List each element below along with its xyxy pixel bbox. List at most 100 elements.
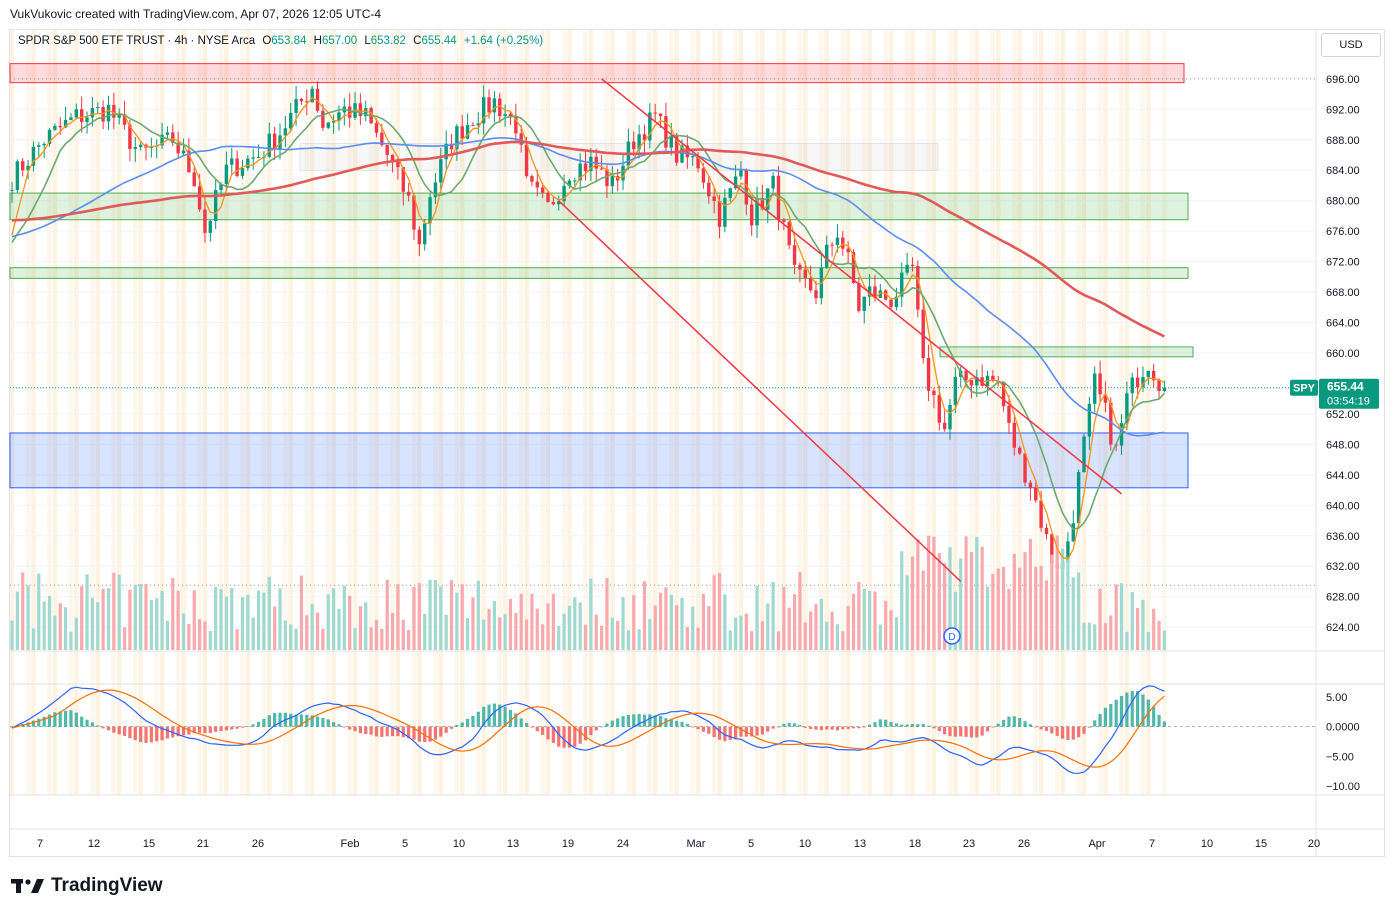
candle-body <box>969 380 974 386</box>
macd-histogram-bar <box>717 726 722 740</box>
volume-bar <box>294 628 298 650</box>
candle-body <box>390 154 395 162</box>
legend-change: +1.64 (+0.25%) <box>463 35 544 47</box>
candle-body <box>632 141 636 150</box>
macd-histogram-bar <box>910 724 915 727</box>
session-stripe <box>1162 30 1167 795</box>
volume-bar <box>385 579 389 650</box>
candle-body <box>224 164 229 185</box>
candle-body <box>15 161 20 191</box>
candle-body <box>862 296 866 311</box>
macd-histogram-bar <box>991 726 995 728</box>
volume-bar <box>803 622 807 650</box>
volume-bar <box>219 589 223 650</box>
session-stripe <box>524 30 529 795</box>
volume-bar <box>819 598 823 650</box>
channel-lower-line <box>558 200 962 583</box>
date-tick-label: 21 <box>197 838 209 850</box>
volume-bar <box>900 551 904 650</box>
candle-body <box>642 134 647 141</box>
session-stripe <box>760 30 765 795</box>
candle-body <box>26 165 30 171</box>
candle-body <box>203 209 207 233</box>
macd-histogram-bar <box>508 709 513 727</box>
session-stripe <box>90 30 95 795</box>
volume-bar <box>133 584 137 650</box>
candle-body <box>814 290 818 299</box>
volume-bar <box>653 605 657 650</box>
session-stripe <box>117 30 122 795</box>
session-stripe <box>309 30 315 795</box>
macd-histogram-bar <box>1119 695 1124 727</box>
candle-body <box>1039 500 1043 528</box>
macd-histogram-bar <box>348 726 352 730</box>
candle-body <box>562 185 566 202</box>
candle-body <box>664 116 668 148</box>
volume-bar <box>412 586 416 650</box>
session-stripe <box>1055 30 1060 795</box>
date-tick-label: 13 <box>854 838 866 850</box>
ticker-tag <box>1290 379 1318 396</box>
date-tick-label: 7 <box>1149 838 1155 850</box>
macd-histogram-bar <box>117 726 121 735</box>
macd-histogram-bar <box>1034 726 1038 728</box>
macd-histogram-bar <box>900 724 904 727</box>
volume-bar <box>884 601 888 650</box>
volume-bar <box>841 631 845 650</box>
volume-bar <box>353 628 357 650</box>
macd-histogram-bar <box>240 726 245 728</box>
candle-body <box>991 375 995 382</box>
candle-body <box>948 404 952 430</box>
small-zone <box>939 346 1194 358</box>
candle-body <box>47 129 52 144</box>
macd-histogram-bar <box>937 726 941 732</box>
candle-body <box>867 286 872 297</box>
price-tick-label: 644.00 <box>1326 470 1360 482</box>
legend-open: 653.84 <box>271 35 307 47</box>
candle-body <box>1103 394 1108 403</box>
macd-histogram-bar <box>455 725 459 727</box>
volume-bar <box>74 617 78 650</box>
macd-histogram-bar <box>878 719 882 727</box>
currency-button[interactable]: USD <box>1321 33 1381 57</box>
candle-body <box>374 123 379 133</box>
candle-body <box>573 180 577 182</box>
volume-bar <box>626 630 630 650</box>
session-stripe <box>138 30 143 795</box>
candle-body <box>691 156 695 158</box>
macd-histogram-bar <box>792 723 797 727</box>
macd-histogram-bar <box>975 726 979 738</box>
volume-bar <box>1018 567 1022 650</box>
volume-bar <box>530 593 534 650</box>
session-stripe <box>561 30 567 795</box>
volume-bar <box>283 620 287 650</box>
session-stripe <box>331 30 336 795</box>
candle-body <box>1071 523 1075 542</box>
candle-body <box>106 104 111 122</box>
macd-histogram-bar <box>401 726 405 738</box>
volume-bar <box>589 578 593 650</box>
session-stripe <box>583 30 588 795</box>
volume-bar <box>594 614 598 650</box>
volume-bar <box>407 630 411 650</box>
volume-bar <box>524 619 529 650</box>
volume-bar <box>1023 552 1027 650</box>
candle-body <box>42 143 46 146</box>
session-stripe <box>1060 30 1065 795</box>
macd-histogram-bar <box>932 726 936 729</box>
candle-body <box>519 133 523 145</box>
macd-histogram-bar <box>332 722 336 727</box>
date-tick-label: 5 <box>402 838 408 850</box>
price-tick-label: 668.00 <box>1326 287 1360 299</box>
volume-bar <box>224 596 228 650</box>
macd-histogram-bar <box>155 726 159 742</box>
macd-histogram-bar <box>219 726 223 731</box>
candle-body <box>498 98 502 117</box>
candle-body <box>739 170 743 177</box>
candle-body <box>380 132 384 146</box>
macd-histogram-bar <box>905 724 909 727</box>
macd-histogram-bar <box>64 710 68 727</box>
volume-bar <box>953 591 957 650</box>
session-stripe <box>519 30 524 795</box>
